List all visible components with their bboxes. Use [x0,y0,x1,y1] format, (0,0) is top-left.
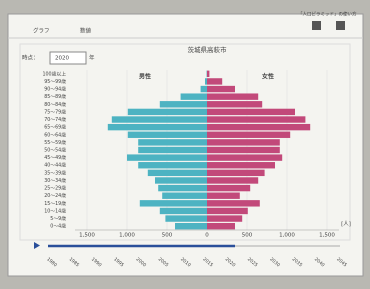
y-tick-label: 75～79歳 [44,108,66,115]
y-tick-label: 25～29歳 [44,185,66,192]
bar [207,101,262,107]
bar [207,93,258,99]
bar [207,170,265,176]
bar [127,154,207,160]
bar [181,93,207,99]
bar [138,139,207,145]
help-link[interactable]: 「人口ピラミッド」の使い方 [298,11,357,18]
bar [207,86,235,92]
y-tick-label: 95～99歳 [44,78,66,85]
page: グラフ 数値 「人口ピラミッド」の使い方 時点： 2020 年 茨城県高萩市 [… [0,0,370,285]
screen: グラフ 数値 「人口ピラミッド」の使い方 時点： 2020 年 茨城県高萩市 [… [0,0,370,285]
y-tick-label: 15～19歳 [44,200,66,207]
bar [158,185,207,191]
bar [207,200,260,206]
y-tick-label: 90～94歳 [44,86,66,93]
bar [207,147,280,153]
bar [207,132,290,138]
x-tick-label: 1,000 [119,233,135,239]
bar [207,116,305,122]
bar [207,154,282,160]
x-tick-label: 500 [162,233,173,239]
x-tick-label: 1,000 [279,233,295,239]
bar [112,116,207,122]
tab[interactable]: グラフ [33,27,50,35]
bar [160,101,207,107]
bar [175,223,207,229]
y-tick-label: 65～69歳 [44,124,66,131]
bar [155,177,207,183]
y-tick-label: 30～34歳 [44,177,66,184]
bar [138,147,207,153]
bar [207,185,250,191]
bar [128,132,207,138]
bar [165,215,207,221]
legend-label: 男性 [139,73,151,81]
y-tick-label: 60～64歳 [44,131,66,138]
bar [162,193,207,199]
period-value[interactable]: 2020 [55,56,69,62]
bar [207,71,209,77]
y-tick-label: 80～84歳 [44,101,66,108]
y-tick-label: 45～49歳 [44,154,66,161]
x-tick-label: 500 [242,233,253,239]
bar [138,162,207,168]
bar [207,162,275,168]
y-tick-label: 70～74歳 [44,116,66,123]
y-tick-label: 85～89歳 [44,93,66,100]
bar [207,124,310,130]
icon[interactable] [312,21,321,30]
bar [201,86,207,92]
bar [207,177,258,183]
period-label: 時点： [22,54,39,62]
y-tick-label: 55～59歳 [44,139,66,146]
bar [205,78,207,84]
y-tick-label: 20～24歳 [44,192,66,199]
y-tick-label: 40～44歳 [44,162,66,169]
bar [207,223,235,229]
icon[interactable] [336,21,345,30]
bar [207,193,240,199]
bar [207,208,248,214]
x-tick-label: 1,500 [79,233,95,239]
bar [207,215,242,221]
y-tick-label: 50～54歳 [44,147,66,154]
y-tick-label: 5～9歳 [50,215,66,222]
chart-title: 茨城県高萩市 [188,45,228,54]
y-tick-label: 100歳以上 [42,70,66,77]
y-tick-label: 35～39歳 [44,169,66,176]
unit-label: [人] [341,221,351,228]
y-tick-label: 10～14歳 [44,207,66,214]
bar [148,170,207,176]
period-unit: 年 [89,54,95,62]
bar [128,109,207,115]
bar [140,200,207,206]
bar [160,208,207,214]
bar [207,109,295,115]
bar [108,124,207,130]
x-tick-label: 1,500 [319,233,335,239]
y-tick-label: 0～4歳 [50,223,66,230]
x-tick-label: 0 [205,233,209,239]
tab[interactable]: 数値 [80,27,92,35]
bar [207,78,222,84]
bar [207,139,280,145]
legend-label: 女性 [262,73,274,81]
